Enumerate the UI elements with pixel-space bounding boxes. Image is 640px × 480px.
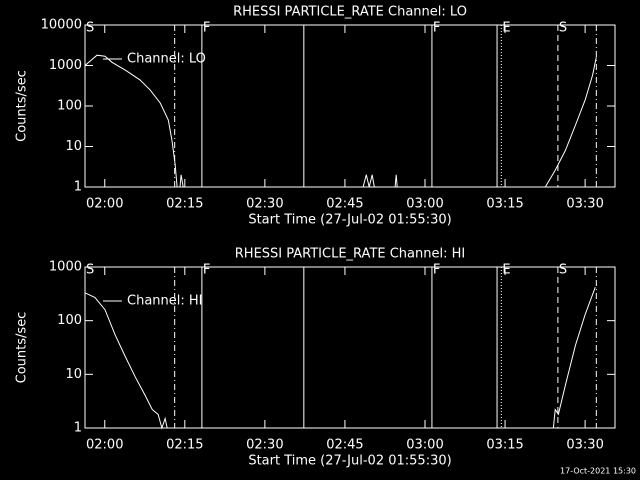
legend-label: Channel: HI xyxy=(127,294,203,309)
x-tick-label: 03:15 xyxy=(486,197,523,212)
x-axis-label: Start Time (27-Jul-02 01:55:30) xyxy=(248,213,451,228)
event-label: F xyxy=(433,263,440,278)
x-tick-label: 02:45 xyxy=(326,197,363,212)
data-line xyxy=(84,54,597,188)
y-tick-label: 1000 xyxy=(49,58,82,73)
chart-title: RHESSI PARTICLE_RATE Channel: LO xyxy=(233,5,467,20)
x-tick-label: 02:00 xyxy=(86,197,123,212)
event-label: F xyxy=(203,263,210,278)
x-tick-label: 03:30 xyxy=(566,197,603,212)
x-tick-label: 02:00 xyxy=(86,438,123,453)
event-label: S xyxy=(86,21,94,36)
x-tick-label: 02:45 xyxy=(326,438,363,453)
y-axis-label: Counts/sec xyxy=(15,70,30,142)
x-axis-label: Start Time (27-Jul-02 01:55:30) xyxy=(248,454,451,469)
legend-label: Channel: LO xyxy=(127,52,206,67)
x-tick-label: 03:00 xyxy=(406,438,443,453)
y-tick-label: 10 xyxy=(65,139,82,154)
x-tick-label: 02:30 xyxy=(246,438,283,453)
y-tick-label: 1000 xyxy=(49,260,82,275)
x-tick-label: 03:30 xyxy=(566,438,603,453)
y-tick-label: 100 xyxy=(57,99,82,114)
event-label: F xyxy=(433,21,440,36)
event-label: S xyxy=(559,21,567,36)
x-tick-label: 02:30 xyxy=(246,197,283,212)
event-label: S xyxy=(86,263,94,278)
y-axis-label: Counts/sec xyxy=(15,312,30,384)
data-line xyxy=(84,287,596,430)
y-tick-label: 100 xyxy=(57,313,82,328)
y-tick-label: 10000 xyxy=(41,18,82,33)
plot-frame xyxy=(84,24,616,188)
x-tick-label: 03:00 xyxy=(406,197,443,212)
event-label: E xyxy=(502,21,510,36)
x-tick-label: 03:15 xyxy=(486,438,523,453)
x-tick-label: 02:15 xyxy=(166,438,203,453)
event-label: E xyxy=(502,263,510,278)
y-tick-label: 1 xyxy=(74,421,82,436)
event-label: F xyxy=(203,21,210,36)
y-tick-label: 1 xyxy=(74,180,82,195)
footer: 17-Oct-2021 15:30 xyxy=(560,467,636,476)
chart-title: RHESSI PARTICLE_RATE Channel: HI xyxy=(235,247,465,262)
event-label: S xyxy=(559,263,567,278)
x-tick-label: 02:15 xyxy=(166,197,203,212)
plot-frame xyxy=(84,266,616,429)
y-tick-label: 10 xyxy=(65,367,82,382)
